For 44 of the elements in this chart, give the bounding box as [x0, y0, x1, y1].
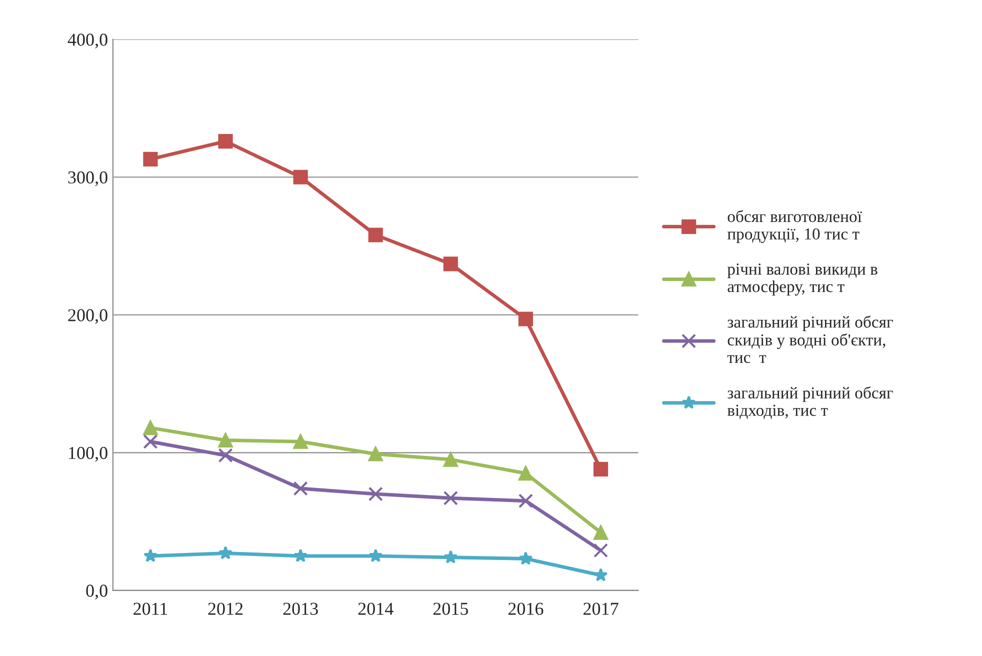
x-tick-label: 2012 — [208, 602, 243, 615]
x-tick-label: 2016 — [508, 602, 544, 615]
x-tick-label: 2014 — [358, 602, 394, 615]
point — [293, 481, 308, 496]
point — [593, 543, 608, 558]
x-tick-label: 2017 — [584, 602, 618, 615]
point — [143, 420, 158, 436]
point — [293, 170, 308, 184]
point — [443, 452, 458, 467]
legend-label: річні валові викиди в атмосферу, тис т — [727, 264, 878, 296]
point — [443, 490, 458, 506]
point — [518, 494, 534, 508]
y-tick-label: 100,0 — [69, 446, 108, 462]
point — [368, 548, 383, 562]
point — [518, 551, 533, 565]
y-tick-label: 300,0 — [68, 171, 108, 186]
y-tick-label: 200,0 — [68, 309, 108, 324]
point — [444, 550, 458, 564]
legend-label: загальний річний обсяг скидів у водні об'єкти, тис т — [727, 316, 893, 364]
point — [218, 134, 233, 149]
point — [218, 546, 232, 560]
point — [368, 228, 383, 242]
point — [294, 548, 308, 562]
x-tick-label: 2015 — [433, 602, 468, 615]
point — [218, 448, 233, 463]
point — [443, 256, 458, 272]
point — [593, 462, 608, 476]
legend-label: загальний річний обсяг відходів, тис т — [727, 386, 893, 420]
y-tick-label: 0,0 — [86, 584, 108, 600]
point — [594, 568, 608, 582]
y-tick-label: 400,0 — [68, 34, 108, 48]
point — [518, 312, 534, 326]
point — [368, 446, 383, 462]
point — [293, 434, 308, 449]
point — [368, 486, 383, 502]
point — [218, 432, 233, 448]
point — [593, 525, 608, 540]
point — [518, 466, 534, 481]
point — [143, 152, 158, 167]
point — [143, 548, 158, 562]
x-tick-label: 2013 — [283, 602, 318, 615]
x-tick-label: 2011 — [134, 602, 168, 615]
legend-label: обсяг виготовленої продукції, 10 тис т — [727, 210, 862, 244]
point — [143, 434, 158, 449]
